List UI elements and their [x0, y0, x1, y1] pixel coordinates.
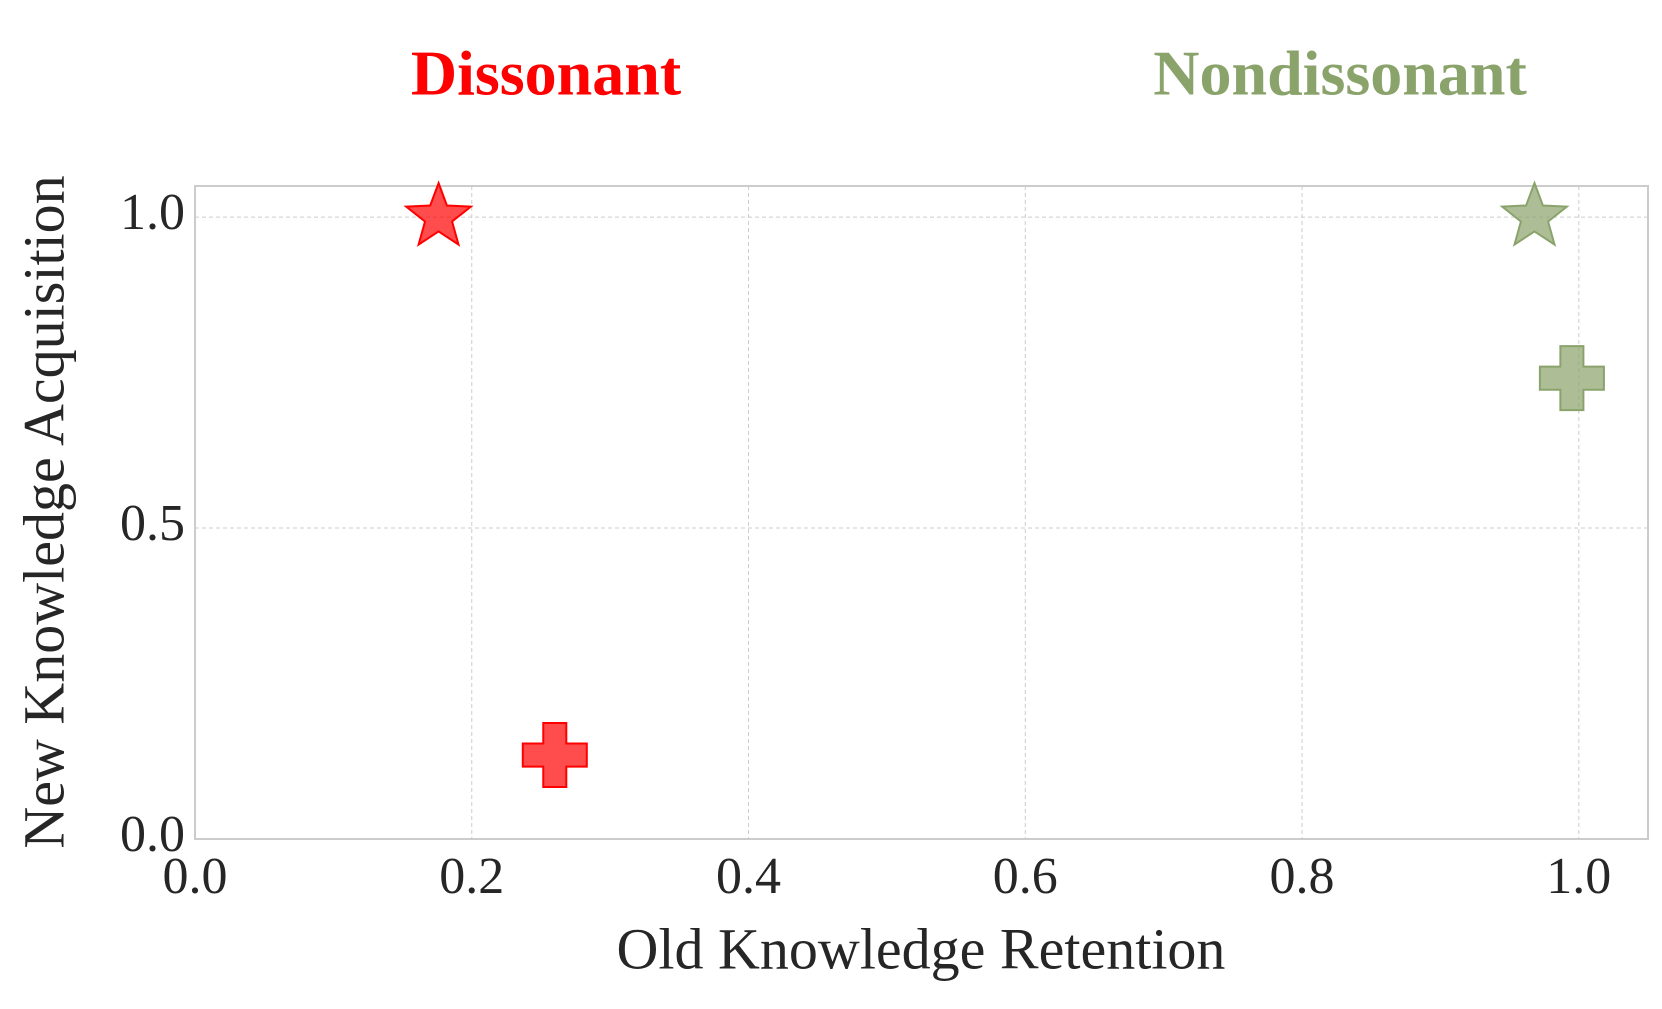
plot-frame — [194, 185, 1649, 840]
point — [1538, 345, 1605, 412]
series-annotation: Dissonant — [411, 38, 682, 109]
y-tick-label: 0.5 — [120, 495, 185, 552]
point — [521, 722, 588, 789]
x-tick-label: 0.4 — [716, 848, 781, 905]
x-tick-label: 0.0 — [163, 848, 228, 905]
x-tick-label: 0.8 — [1270, 848, 1335, 905]
y-tick-label: 1.0 — [120, 184, 185, 241]
x-tick-label: 0.2 — [439, 848, 504, 905]
series-annotation: Nondissonant — [1153, 38, 1527, 109]
x-axis-title: Old Knowledge Retention — [617, 916, 1226, 981]
y-tick-label: 0.0 — [120, 806, 185, 863]
point — [1499, 180, 1570, 247]
x-tick-label: 1.0 — [1546, 848, 1611, 905]
point — [403, 180, 474, 247]
y-axis-title: New Knowledge Acquisition — [11, 175, 76, 848]
x-tick-label: 0.6 — [993, 848, 1058, 905]
